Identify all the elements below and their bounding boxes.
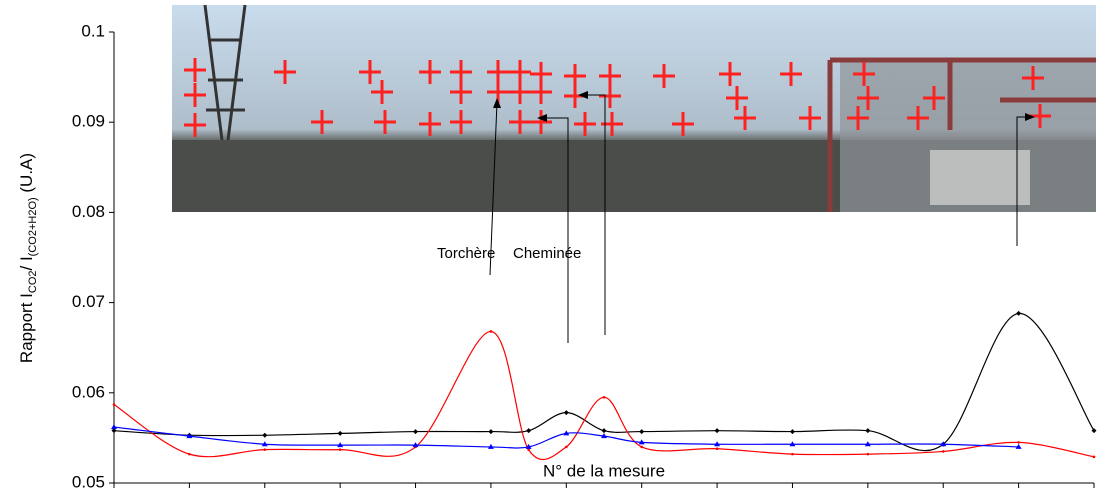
cross <box>734 106 756 130</box>
marker <box>602 396 606 399</box>
cross <box>1029 104 1051 128</box>
marker <box>941 450 945 453</box>
marker <box>338 448 342 451</box>
cross <box>184 83 206 107</box>
y-label-part: Rapport I <box>17 293 36 363</box>
marker <box>864 441 871 447</box>
marker <box>565 445 568 449</box>
y-tick-label: 0.09 <box>72 112 105 131</box>
y-label-part: / I <box>17 256 36 270</box>
marker <box>601 428 607 434</box>
marker <box>715 447 719 451</box>
cross <box>653 64 675 88</box>
marker <box>1016 310 1022 316</box>
marker <box>940 441 947 447</box>
cross <box>419 112 441 136</box>
marker <box>412 442 419 448</box>
cross <box>184 58 206 82</box>
y-label-sub: (CO2+H2O) <box>27 197 39 256</box>
marker <box>789 429 795 435</box>
marker <box>413 429 419 435</box>
photo <box>172 4 1096 212</box>
marker <box>563 430 570 436</box>
y-tick-label: 0.06 <box>72 382 105 401</box>
marker <box>1092 455 1096 459</box>
cross <box>509 80 531 104</box>
marker <box>789 441 796 447</box>
cross <box>923 86 945 110</box>
marker <box>1091 428 1097 434</box>
marker <box>337 430 343 436</box>
marker <box>1015 443 1022 449</box>
cross <box>530 80 552 104</box>
marker <box>526 428 532 434</box>
cross <box>599 84 621 108</box>
cross <box>450 110 472 134</box>
marker <box>337 442 344 448</box>
marker <box>638 439 645 445</box>
marker <box>640 445 643 449</box>
cross <box>1022 66 1044 90</box>
cross <box>857 86 879 110</box>
marker <box>639 429 645 435</box>
y-tick-label: 0.07 <box>72 292 105 311</box>
marker <box>186 433 193 439</box>
cross <box>374 110 396 134</box>
y-tick-label: 0.05 <box>72 472 105 489</box>
marker <box>866 452 870 456</box>
marker <box>714 441 721 447</box>
marker <box>489 330 493 333</box>
annotation: Cheminée <box>513 245 581 262</box>
cross <box>371 80 393 104</box>
marker <box>262 432 268 438</box>
marker <box>111 424 117 430</box>
y-label-sub: CO2 <box>27 271 39 294</box>
cross <box>450 80 472 104</box>
cross <box>574 112 596 136</box>
cross <box>726 86 748 110</box>
marker <box>261 441 268 447</box>
cross <box>487 80 509 104</box>
cross <box>419 60 441 84</box>
y-axis-label: Rapport ICO2/ I(CO2+H2O) (U.A) <box>17 153 38 363</box>
marker <box>714 428 720 434</box>
cross <box>274 60 296 84</box>
marker <box>865 428 871 434</box>
marker <box>563 410 569 416</box>
annotation: Torchère <box>437 245 495 262</box>
annotations: Torchère Cheminée <box>437 91 1035 343</box>
marker <box>601 433 607 439</box>
marker <box>525 443 532 449</box>
cross <box>184 113 206 137</box>
cross <box>780 62 802 86</box>
cross <box>907 106 929 130</box>
cross <box>359 60 381 84</box>
series-line <box>113 330 1095 461</box>
crosses <box>184 58 1051 137</box>
marker <box>112 403 116 406</box>
marker <box>111 428 117 434</box>
y-label-part: (U.A) <box>17 153 36 197</box>
cross <box>719 62 741 86</box>
cross <box>853 62 875 86</box>
marker <box>263 448 267 451</box>
cross <box>311 110 333 134</box>
marker <box>188 452 191 456</box>
y-tick-label: 0.08 <box>72 202 105 221</box>
marker <box>527 448 530 451</box>
x-axis-label: N° de la mesure <box>543 461 665 480</box>
marker <box>488 429 494 435</box>
marker <box>791 452 794 456</box>
cross <box>672 112 694 136</box>
y-tick-label: 0.1 <box>81 21 105 40</box>
cross <box>530 110 552 134</box>
series-line <box>113 426 1019 449</box>
cross <box>799 106 821 130</box>
marker <box>1017 441 1020 444</box>
cross <box>509 110 531 134</box>
marker <box>487 443 494 449</box>
cross <box>847 106 869 130</box>
